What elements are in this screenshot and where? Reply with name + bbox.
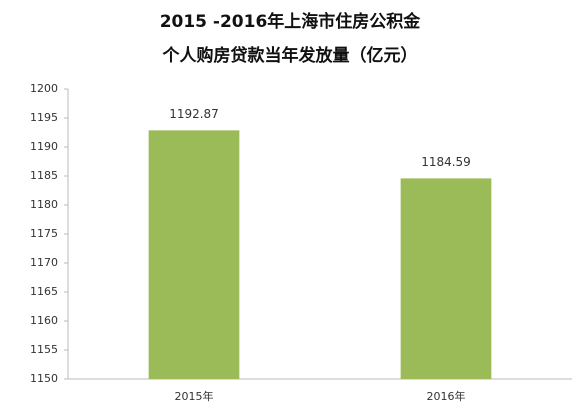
y-tick-label: 1150	[30, 372, 58, 385]
y-tick-label: 1185	[30, 169, 58, 182]
y-tick-label: 1200	[30, 82, 58, 95]
value-label: 1192.87	[169, 107, 219, 121]
y-tick-label: 1190	[30, 140, 58, 153]
y-tick-label: 1160	[30, 314, 58, 327]
bar	[400, 178, 492, 379]
y-tick-label: 1195	[30, 111, 58, 124]
x-tick-label: 2016年	[427, 389, 466, 403]
x-tick-label: 2015年	[175, 389, 214, 403]
chart-title: 2015 -2016年上海市住房公积金	[160, 11, 422, 32]
chart-subtitle: 个人购房贷款当年发放量（亿元）	[162, 45, 418, 66]
y-tick-label: 1155	[30, 343, 58, 356]
value-label: 1184.59	[421, 155, 471, 169]
y-tick-label: 1175	[30, 227, 58, 240]
y-tick-label: 1180	[30, 198, 58, 211]
y-tick-label: 1165	[30, 285, 58, 298]
y-tick-label: 1170	[30, 256, 58, 269]
bar	[148, 130, 240, 379]
